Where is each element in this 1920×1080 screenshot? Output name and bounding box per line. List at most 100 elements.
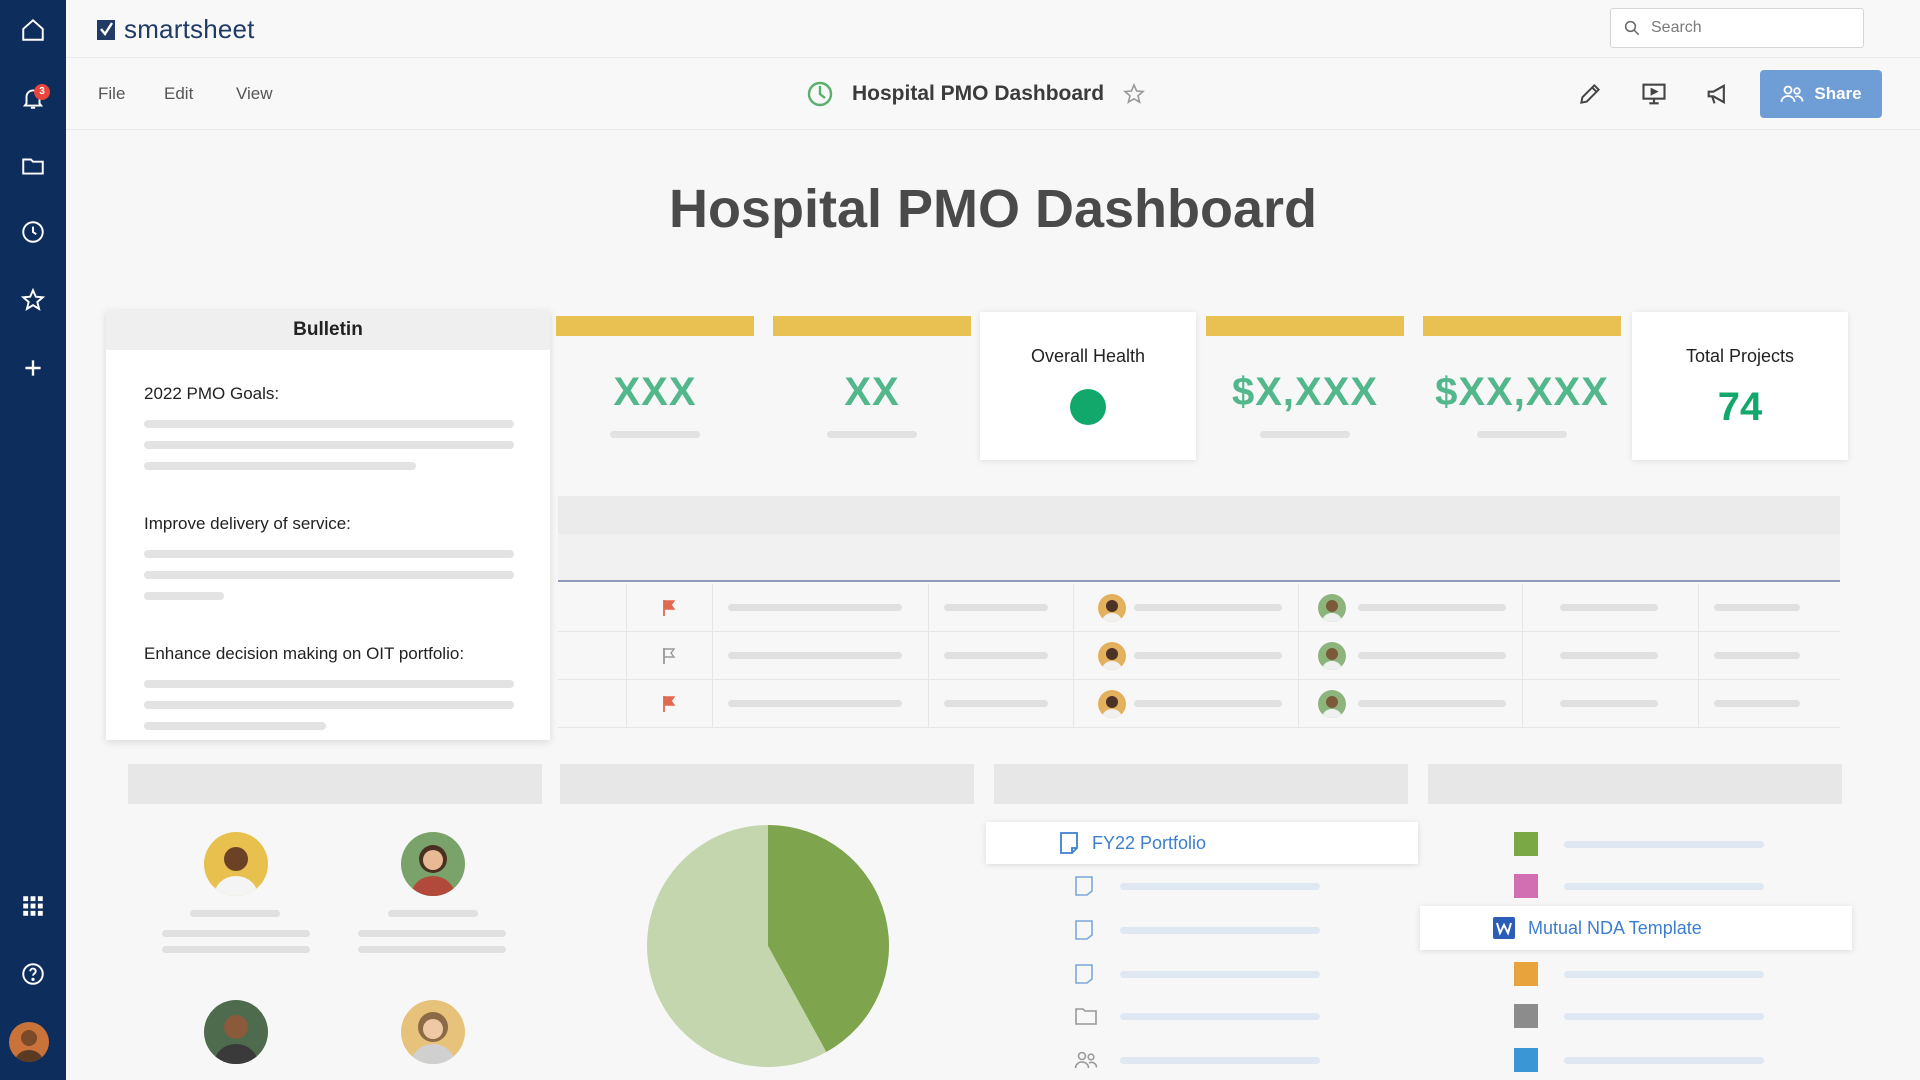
menu-edit[interactable]: Edit (164, 84, 194, 103)
placeholder-line (1358, 700, 1506, 707)
cell-divider (1073, 632, 1074, 680)
assignee-avatar[interactable] (1318, 594, 1346, 622)
total-projects-value: 74 (1717, 385, 1763, 429)
table-row[interactable] (558, 680, 1840, 728)
favorites-star-icon[interactable] (0, 272, 66, 328)
placeholder-line (1134, 604, 1282, 611)
link-item[interactable] (1074, 1048, 1320, 1072)
announce-megaphone-icon[interactable] (1702, 78, 1734, 110)
flag-icon[interactable] (660, 646, 678, 666)
cell-divider (1698, 632, 1699, 680)
metric-value: $XX,XXX (1435, 370, 1609, 414)
menu-view[interactable]: View (236, 84, 273, 103)
goal-block: Enhance decision making on OIT portfolio… (144, 644, 514, 730)
team-member-avatar[interactable] (401, 832, 465, 896)
edit-pencil-icon[interactable] (1574, 78, 1606, 110)
orange-swatch (1514, 962, 1538, 986)
sheet-icon (1075, 876, 1093, 896)
user-avatar[interactable] (9, 1022, 49, 1062)
create-plus-icon[interactable] (0, 340, 66, 396)
top-bar: smartsheet (66, 0, 1920, 58)
blue-swatch (1514, 1048, 1538, 1072)
recents-clock-icon[interactable] (0, 204, 66, 260)
placeholder-line (1714, 652, 1800, 659)
team-member-avatar[interactable] (401, 1000, 465, 1064)
table-row[interactable] (558, 584, 1840, 632)
word-doc-icon (1493, 917, 1515, 939)
metric-value: XX (844, 370, 900, 414)
goal-heading: Enhance decision making on OIT portfolio… (144, 644, 465, 663)
placeholder-line (827, 431, 917, 438)
placeholder-line (1714, 700, 1800, 707)
cell-divider (928, 584, 929, 632)
metric-value: XXX (613, 370, 697, 414)
bulletin-title: Bulletin (106, 310, 550, 350)
placeholder-line (1120, 970, 1320, 978)
placeholder-line (1564, 840, 1764, 848)
pie-slice-2 (646, 825, 827, 1067)
sheet-title: Hospital PMO Dashboard (852, 82, 1105, 105)
flag-icon[interactable] (660, 694, 678, 714)
overall-health-label: Overall Health (1030, 346, 1146, 366)
assignee-avatar[interactable] (1318, 690, 1346, 718)
help-icon[interactable] (0, 946, 66, 1002)
bulletin-widget: Bulletin 2022 PMO Goals: Improve deliver… (106, 310, 550, 740)
link-item[interactable] (1074, 918, 1320, 942)
placeholder-line (1714, 604, 1800, 611)
placeholder-line (358, 946, 506, 953)
search-box[interactable] (1610, 8, 1864, 48)
dashboard-title: Hospital PMO Dashboard (668, 179, 1318, 239)
cell-divider (1298, 632, 1299, 680)
placeholder-line (1120, 882, 1320, 890)
link-item[interactable] (1074, 962, 1320, 986)
metric-header-bar (1206, 316, 1404, 336)
placeholder-line (944, 604, 1048, 611)
home-icon[interactable] (0, 2, 66, 58)
total-projects-label: Total Projects (1685, 346, 1795, 366)
cell-divider (928, 632, 929, 680)
cell-divider (626, 584, 627, 632)
metric-widget: $XX,XXX (1423, 316, 1621, 438)
fy22-portfolio-link[interactable]: FY22 Portfolio (986, 822, 1418, 864)
placeholder-line (1560, 700, 1658, 707)
logo-wordmark: smartsheet (124, 14, 255, 44)
menu-file[interactable]: File (98, 84, 126, 103)
team-member-avatar[interactable] (204, 1000, 268, 1064)
placeholder-line (144, 722, 326, 730)
team-member-avatar[interactable] (204, 832, 268, 896)
cell-divider (712, 632, 713, 680)
link-item[interactable] (1074, 1004, 1320, 1028)
apps-grid-icon[interactable] (0, 878, 66, 934)
flag-icon[interactable] (660, 598, 678, 618)
cell-divider (1522, 680, 1523, 728)
placeholder-line (144, 592, 224, 600)
overall-health-tile: Overall Health (980, 312, 1196, 460)
assignee-avatar[interactable] (1098, 642, 1126, 670)
legend-item (1514, 1004, 1764, 1028)
search-input[interactable] (1651, 19, 1851, 37)
cell-divider (626, 680, 627, 728)
mutual-nda-template-link[interactable]: Mutual NDA Template (1420, 906, 1852, 950)
link-item[interactable] (1074, 874, 1320, 898)
assignee-avatar[interactable] (1318, 642, 1346, 670)
placeholder-line (162, 946, 310, 953)
table-row[interactable] (558, 632, 1840, 680)
pink-swatch (1514, 874, 1538, 898)
goal-heading: Improve delivery of service: (144, 514, 351, 533)
assignee-avatar[interactable] (1098, 594, 1126, 622)
favorite-star-icon[interactable] (1122, 82, 1146, 106)
share-button[interactable]: Share (1760, 70, 1882, 118)
cell-divider (712, 584, 713, 632)
section-header (560, 764, 974, 804)
notifications-icon[interactable]: 3 (0, 70, 66, 126)
presentation-icon[interactable] (1638, 78, 1670, 110)
metric-widget: XX (773, 316, 971, 438)
metric-header-bar (556, 316, 754, 336)
metric-header-bar (773, 316, 971, 336)
legend-item (1514, 832, 1764, 856)
smartsheet-logo[interactable]: smartsheet (96, 14, 255, 45)
assignee-avatar[interactable] (1098, 690, 1126, 718)
folder-icon[interactable] (0, 138, 66, 194)
sheet-icon (1075, 920, 1093, 940)
placeholder-line (1120, 1056, 1320, 1064)
